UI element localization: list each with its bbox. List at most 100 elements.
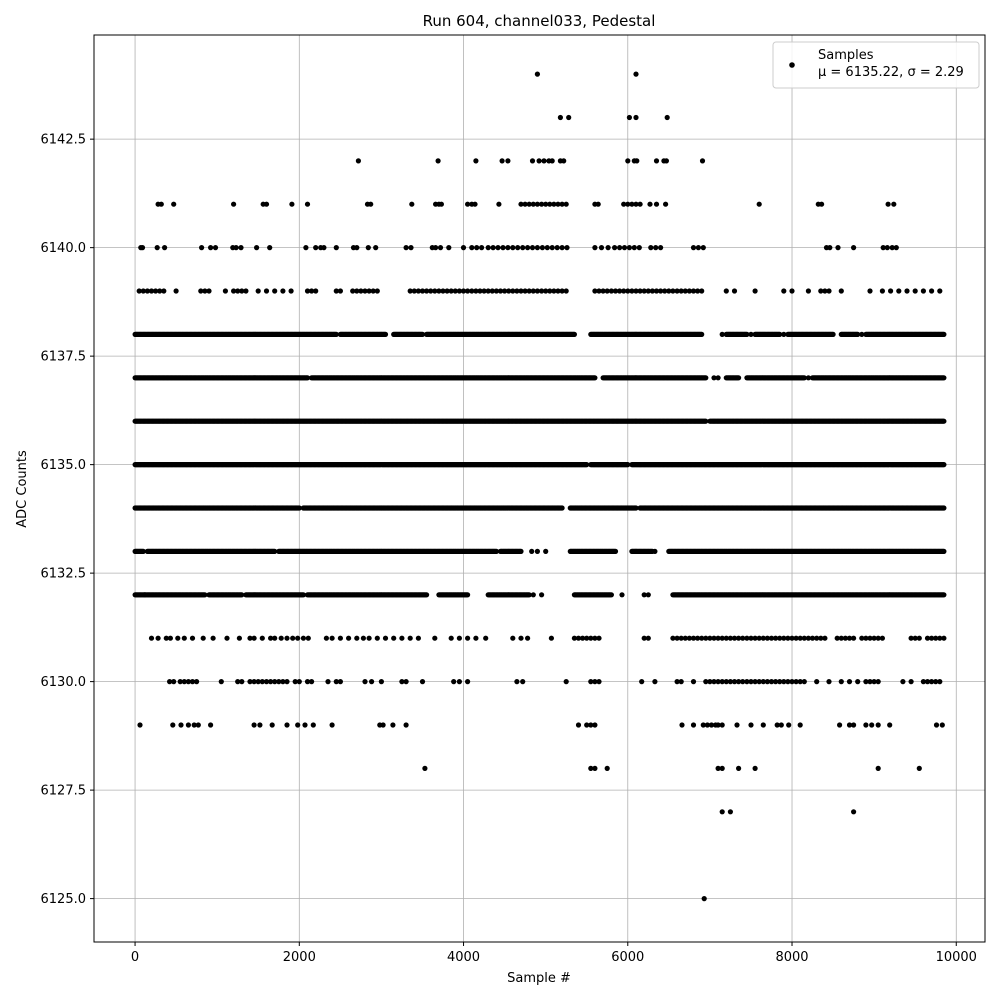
data-point	[208, 245, 214, 251]
data-point	[495, 245, 501, 251]
data-point	[559, 505, 565, 511]
data-point	[555, 201, 561, 207]
data-point	[859, 331, 865, 337]
data-point	[255, 288, 261, 294]
data-point	[409, 201, 415, 207]
data-point	[647, 201, 653, 207]
data-point	[674, 288, 680, 294]
data-point	[212, 245, 219, 251]
data-point	[592, 245, 598, 251]
data-point	[682, 288, 688, 294]
data-point	[154, 245, 160, 251]
data-point	[781, 288, 787, 294]
data-point	[157, 288, 163, 294]
data-point	[663, 201, 669, 207]
data-point	[941, 418, 947, 424]
data-point	[549, 245, 555, 251]
data-point	[460, 288, 467, 294]
data-point	[637, 201, 643, 207]
data-point	[649, 288, 656, 294]
data-point	[648, 245, 654, 251]
data-point	[304, 288, 311, 294]
data-point	[448, 288, 454, 294]
data-point	[736, 375, 742, 381]
data-point	[267, 245, 273, 251]
data-point	[438, 201, 444, 207]
data-point	[506, 288, 512, 294]
data-point	[526, 288, 532, 294]
data-point	[835, 245, 841, 251]
data-point	[641, 288, 647, 294]
data-point	[473, 158, 479, 164]
data-points	[132, 71, 947, 902]
data-point	[472, 201, 478, 207]
data-point	[612, 245, 618, 251]
data-point	[658, 245, 664, 251]
data-point	[700, 245, 706, 251]
data-point	[912, 288, 918, 294]
data-point	[309, 288, 315, 294]
data-point	[731, 288, 738, 294]
data-point	[617, 245, 623, 251]
data-point	[608, 288, 615, 294]
data-point	[239, 288, 245, 294]
data-point	[885, 201, 891, 207]
data-point	[446, 245, 452, 251]
data-point	[526, 201, 532, 207]
data-point	[690, 288, 697, 294]
data-point	[304, 201, 311, 207]
data-point	[621, 288, 627, 294]
data-point	[440, 288, 446, 294]
data-point	[407, 288, 413, 294]
data-point	[515, 245, 521, 251]
data-point	[544, 245, 550, 251]
data-point	[263, 201, 270, 207]
data-point	[891, 201, 897, 207]
data-point	[428, 288, 434, 294]
data-point	[559, 288, 565, 294]
data-point	[838, 288, 844, 294]
data-point	[633, 71, 639, 77]
data-point	[238, 245, 244, 251]
data-point	[529, 245, 536, 251]
grid-lines	[94, 35, 985, 942]
data-point	[235, 288, 241, 294]
data-point	[888, 288, 894, 294]
data-point	[653, 288, 660, 294]
data-point	[564, 245, 570, 251]
data-point	[752, 288, 758, 294]
data-point	[549, 158, 555, 164]
data-point	[789, 288, 795, 294]
data-point	[518, 201, 524, 207]
data-point	[571, 331, 578, 337]
data-point	[222, 288, 228, 294]
data-point	[373, 245, 379, 251]
data-point	[499, 158, 505, 164]
data-point	[365, 245, 371, 251]
data-point	[465, 201, 471, 207]
data-point	[625, 288, 631, 294]
data-point	[555, 288, 561, 294]
data-point	[551, 288, 557, 294]
data-point	[321, 245, 327, 251]
data-point	[827, 245, 833, 251]
data-point	[666, 288, 672, 294]
data-point	[744, 331, 750, 337]
data-point	[822, 288, 828, 294]
data-point	[626, 245, 633, 251]
data-point	[563, 201, 569, 207]
data-point	[664, 114, 670, 121]
data-point	[481, 288, 487, 294]
data-point	[350, 288, 356, 294]
data-point	[469, 245, 475, 251]
data-point	[304, 375, 311, 381]
data-point	[633, 201, 639, 207]
data-point	[490, 245, 496, 251]
data-point	[889, 245, 895, 251]
data-point	[465, 288, 471, 294]
data-point	[855, 331, 861, 337]
data-point	[313, 245, 319, 251]
data-point	[534, 245, 541, 251]
data-point	[748, 331, 754, 337]
